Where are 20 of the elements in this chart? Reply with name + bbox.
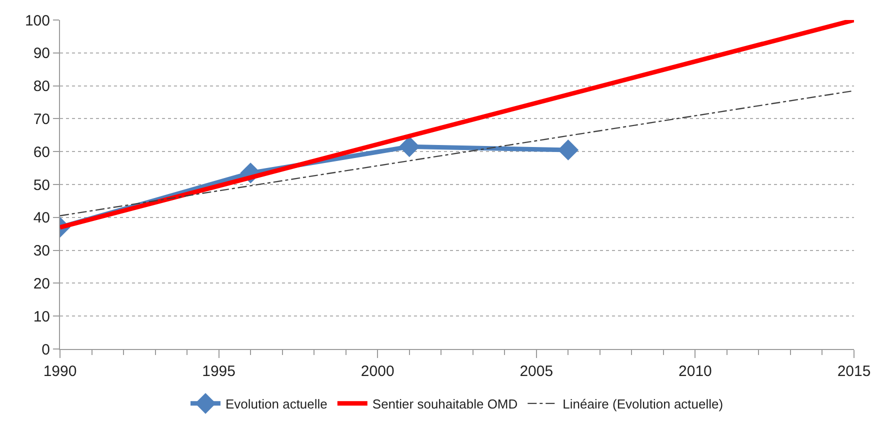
x-tick-label: 2015 — [837, 363, 871, 380]
y-tick-label: 20 — [33, 275, 50, 292]
legend-label: Evolution actuelle — [226, 396, 328, 412]
y-tick-label: 50 — [33, 176, 50, 194]
y-tick-label: 80 — [33, 78, 50, 96]
y-tick-label: 40 — [33, 210, 50, 227]
y-tick-label: 100 — [24, 12, 50, 30]
y-tick-label: 90 — [33, 45, 50, 62]
x-tick-label: 1990 — [43, 363, 77, 380]
x-tick-label: 2010 — [678, 363, 712, 380]
x-tick-label: 1995 — [202, 363, 236, 380]
x-tick-label: 2000 — [360, 363, 394, 380]
x-tick-label: 2005 — [520, 363, 554, 380]
y-tick-label: 70 — [33, 110, 50, 128]
legend-label: Sentier souhaitable OMD — [372, 396, 518, 412]
y-tick-label: 10 — [33, 308, 50, 326]
y-tick-label: 0 — [42, 341, 50, 358]
legend-label: Linéaire (Evolution actuelle) — [562, 396, 724, 412]
y-tick-label: 30 — [33, 242, 50, 260]
y-tick-label: 60 — [33, 144, 50, 161]
